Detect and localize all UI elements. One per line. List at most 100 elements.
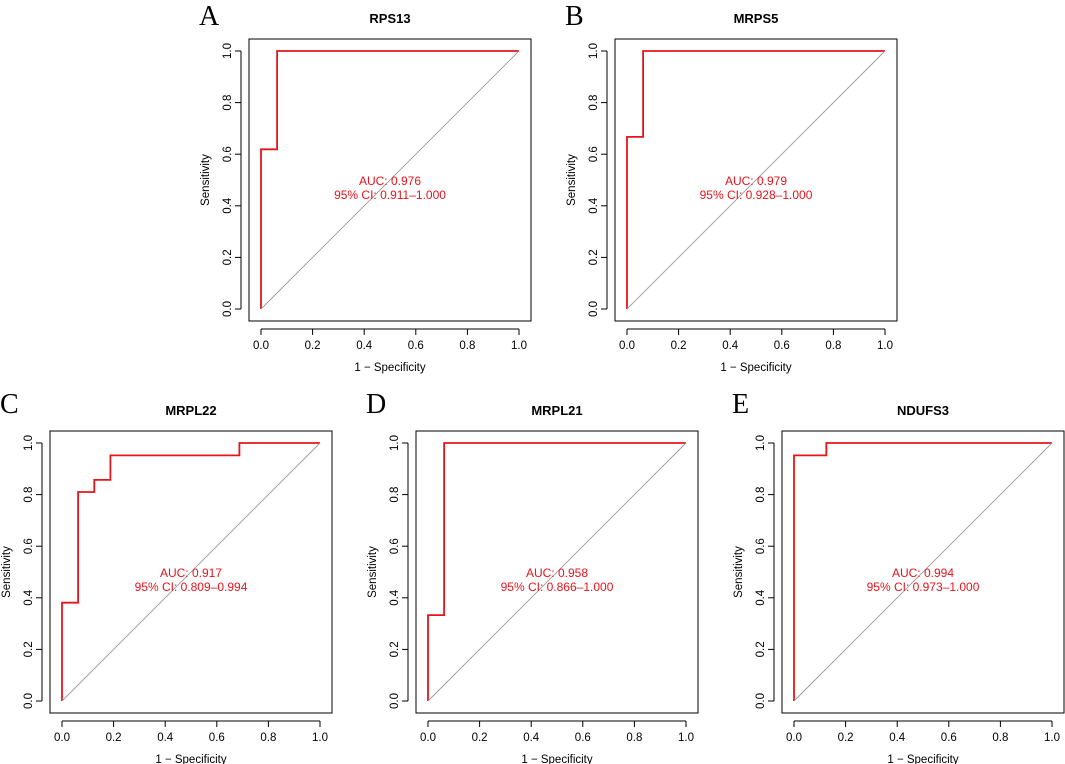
y-tick-label: 0.8 — [389, 487, 401, 503]
y-tick-label: 0.4 — [755, 589, 767, 606]
y-tick-label: 0.4 — [23, 589, 35, 606]
roc-curve-line — [626, 50, 885, 309]
reference-diagonal-line — [260, 50, 520, 310]
panel-e: E NDUFS3 0.0 0.2 0.4 0.6 0.8 1.0 0.0 0.2 0.4 0.6 0.8… — [732, 389, 1065, 764]
y-axis-title: Sensitivity — [200, 154, 212, 206]
y-tick-label: 0.6 — [222, 146, 234, 162]
ci-label: 95% CI: 0.928–1.000 — [700, 188, 813, 202]
x-tick-label: 0.6 — [774, 340, 790, 352]
roc-curve-line — [427, 442, 686, 701]
plot-frame — [781, 430, 1065, 714]
panel-letter: E — [732, 389, 749, 420]
auc-label: AUC: 0.917 — [160, 566, 222, 580]
ci-label: 95% CI: 0.866–1.000 — [501, 580, 614, 594]
auc-label: AUC: 0.979 — [725, 174, 787, 188]
y-tick-label: 0.6 — [23, 538, 35, 554]
x-tick-label: 0.2 — [106, 732, 122, 744]
auc-label: AUC: 0.976 — [359, 174, 421, 188]
y-tick-label: 0.2 — [23, 641, 35, 657]
x-tick-label: 0.6 — [941, 732, 957, 744]
x-tick-label: 0.4 — [889, 732, 906, 744]
panel-letter: C — [0, 389, 19, 420]
x-axis-title: 1 − Specificity — [521, 754, 593, 764]
x-tick-label: 1.0 — [511, 340, 527, 352]
y-tick-label: 0.4 — [389, 589, 401, 606]
x-tick-label: 0.8 — [260, 732, 276, 744]
y-tick-label: 0.0 — [23, 693, 35, 709]
x-tick-label: 1.0 — [877, 340, 893, 352]
plot-frame — [49, 430, 333, 714]
chart-title: MRPL21 — [531, 403, 582, 418]
y-tick-label: 0.8 — [23, 487, 35, 503]
x-tick-label: 0.4 — [157, 732, 174, 744]
y-tick-label: 0.0 — [222, 301, 234, 317]
x-tick-label: 0.2 — [671, 340, 687, 352]
x-tick-label: 0.4 — [523, 732, 540, 744]
x-tick-label: 1.0 — [678, 732, 694, 744]
x-tick-label: 0.2 — [305, 340, 321, 352]
x-tick-label: 0.0 — [786, 732, 802, 744]
ci-label: 95% CI: 0.973–1.000 — [867, 580, 980, 594]
x-axis-title: 1 − Specificity — [155, 754, 227, 764]
x-tick-label: 1.0 — [1044, 732, 1060, 744]
plot-frame — [248, 38, 532, 322]
y-tick-label: 0.8 — [755, 487, 767, 503]
x-axis-title: 1 − Specificity — [887, 754, 959, 764]
chart-title: RPS13 — [369, 11, 410, 26]
panel-letter: D — [366, 389, 386, 420]
x-tick-label: 0.0 — [619, 340, 635, 352]
panel-letter: A — [199, 1, 220, 32]
y-tick-label: 0.4 — [222, 197, 234, 214]
y-tick-label: 1.0 — [588, 43, 600, 59]
y-tick-label: 0.6 — [389, 538, 401, 554]
reference-diagonal-line — [793, 442, 1053, 702]
panel-c: C MRPL22 0.0 0.2 0.4 0.6 0.8 1.0 0.0 0.2 0.4 0.6 0.8… — [0, 389, 333, 764]
y-tick-label: 0.0 — [755, 693, 767, 709]
panel-a: A RPS13 0.0 0.2 0.4 0.6 0.8 1.0 0.0 0.2 0.4 0.6 0.8 1… — [199, 1, 532, 374]
x-tick-label: 0.6 — [575, 732, 591, 744]
y-tick-label: 0.8 — [588, 95, 600, 111]
y-tick-label: 0.2 — [755, 641, 767, 657]
y-axis-title: Sensitivity — [733, 546, 745, 598]
y-tick-label: 0.8 — [222, 95, 234, 111]
y-tick-label: 0.2 — [222, 249, 234, 265]
panel-letter: B — [565, 1, 584, 32]
y-tick-label: 0.4 — [588, 197, 600, 214]
reference-diagonal-line — [427, 442, 687, 702]
x-tick-label: 0.8 — [459, 340, 475, 352]
reference-diagonal-line — [61, 442, 321, 702]
x-axis-title: 1 − Specificity — [720, 362, 792, 374]
chart-title: MRPS5 — [734, 11, 779, 26]
x-tick-label: 0.0 — [420, 732, 436, 744]
roc-curve-line — [260, 50, 519, 309]
y-tick-label: 0.2 — [389, 641, 401, 657]
chart-title: NDUFS3 — [897, 403, 949, 418]
y-tick-label: 0.2 — [588, 249, 600, 265]
x-tick-label: 0.2 — [472, 732, 488, 744]
ci-label: 95% CI: 0.911–1.000 — [334, 188, 446, 202]
x-tick-label: 0.6 — [408, 340, 424, 352]
plot-frame — [614, 38, 898, 322]
y-tick-label: 0.0 — [389, 693, 401, 709]
x-tick-label: 0.0 — [54, 732, 70, 744]
y-tick-label: 1.0 — [755, 435, 767, 451]
y-tick-label: 1.0 — [23, 435, 35, 451]
ci-label: 95% CI: 0.809–0.994 — [135, 580, 248, 594]
auc-label: AUC: 0.958 — [526, 566, 588, 580]
x-tick-label: 0.4 — [356, 340, 373, 352]
plot-frame — [415, 430, 699, 714]
reference-diagonal-line — [626, 50, 886, 310]
roc-curve-line — [793, 442, 1052, 701]
y-tick-label: 0.6 — [755, 538, 767, 554]
x-tick-label: 0.0 — [253, 340, 269, 352]
y-tick-label: 0.6 — [588, 146, 600, 162]
x-tick-label: 0.8 — [626, 732, 642, 744]
roc-curve-line — [61, 442, 320, 701]
panel-b: B MRPS5 0.0 0.2 0.4 0.6 0.8 1.0 0.0 0.2 0.4 0.6 0.8 1… — [565, 1, 898, 374]
y-tick-label: 1.0 — [222, 43, 234, 59]
x-tick-label: 0.4 — [722, 340, 739, 352]
y-axis-title: Sensitivity — [566, 154, 578, 206]
x-tick-label: 0.8 — [825, 340, 841, 352]
x-axis-title: 1 − Specificity — [354, 362, 426, 374]
y-tick-label: 0.0 — [588, 301, 600, 317]
